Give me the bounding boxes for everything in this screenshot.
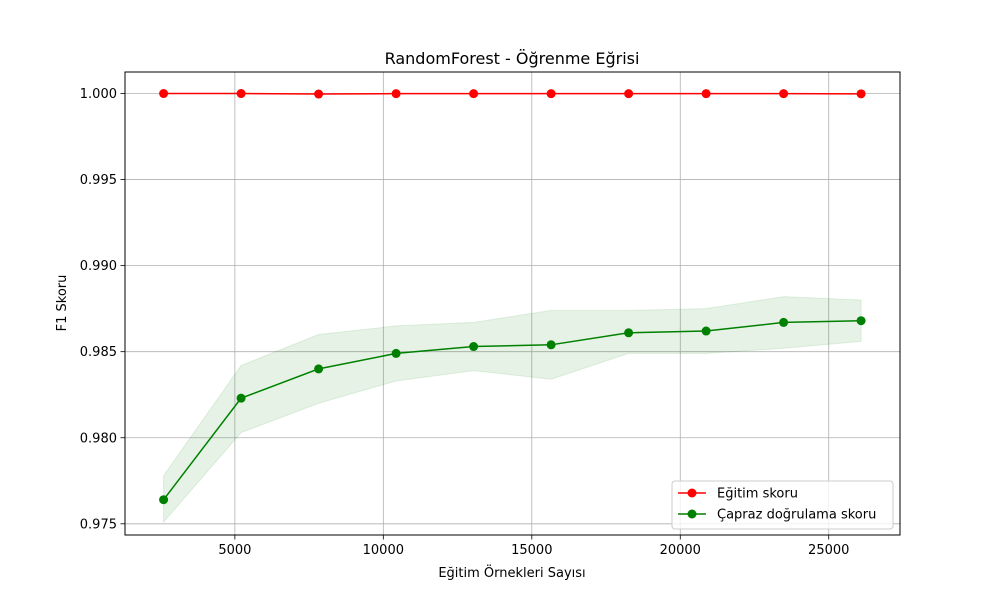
y-tick-label: 1.000	[80, 87, 117, 102]
train-score-point	[779, 89, 789, 99]
chart-title: RandomForest - Öğrenme Eğrisi	[385, 49, 640, 68]
legend-entry-train: Eğitim skoru	[678, 487, 798, 502]
y-tick-label: 0.985	[80, 345, 117, 360]
x-axis-ticks: 5000 10000 15000 20000 25000	[218, 535, 849, 558]
train-score-point	[624, 89, 634, 99]
validation-score-point	[159, 495, 169, 505]
y-tick-label: 0.995	[80, 173, 117, 188]
x-axis-label: Eğitim Örnekleri Sayısı	[438, 564, 585, 581]
y-tick-label: 0.990	[80, 259, 117, 274]
x-tick-label: 10000	[363, 543, 404, 558]
y-tick-label: 0.975	[80, 517, 117, 532]
y-tick-label: 0.980	[80, 431, 117, 446]
validation-score-point	[546, 340, 556, 350]
train-score-point	[236, 89, 246, 99]
x-tick-label: 15000	[511, 543, 552, 558]
train-score-line	[163, 92, 862, 95]
series-points	[159, 89, 866, 505]
validation-score-point	[236, 393, 246, 403]
legend-swatch-train-marker	[687, 488, 697, 498]
y-axis-label: F1 Skoru	[55, 275, 70, 332]
plot-area-frame	[124, 71, 901, 536]
legend-swatch-validation-marker	[687, 509, 697, 519]
train-score-point	[701, 89, 711, 99]
x-tick-label: 5000	[218, 543, 251, 558]
validation-score-point	[856, 316, 866, 326]
validation-score-point	[469, 342, 479, 352]
legend-box	[671, 480, 894, 530]
x-tick-label: 20000	[660, 543, 701, 558]
validation-score-line	[163, 319, 862, 501]
train-score-point	[469, 89, 479, 99]
validation-score-point	[314, 364, 324, 374]
train-score-point	[856, 89, 866, 99]
train-score-point	[314, 89, 324, 99]
validation-score-point	[624, 328, 634, 338]
train-score-point	[159, 89, 169, 99]
legend-entry-validation: Çapraz doğrulama skoru	[678, 508, 876, 523]
y-axis-ticks: 0.975 0.980 0.985 0.990 0.995 1.000	[80, 87, 125, 532]
legend: Eğitim skoru Çapraz doğrulama skoru	[671, 480, 894, 530]
series-lines	[163, 92, 862, 501]
validation-score-point	[701, 326, 711, 336]
train-score-point	[391, 89, 401, 99]
validation-score-point	[779, 317, 789, 327]
x-tick-label: 25000	[808, 543, 849, 558]
legend-label-train: Eğitim skoru	[717, 487, 798, 502]
validation-score-point	[391, 348, 401, 358]
validation-score-band	[163, 296, 862, 524]
train-score-point	[546, 89, 556, 99]
legend-label-validation: Çapraz doğrulama skoru	[717, 508, 876, 523]
